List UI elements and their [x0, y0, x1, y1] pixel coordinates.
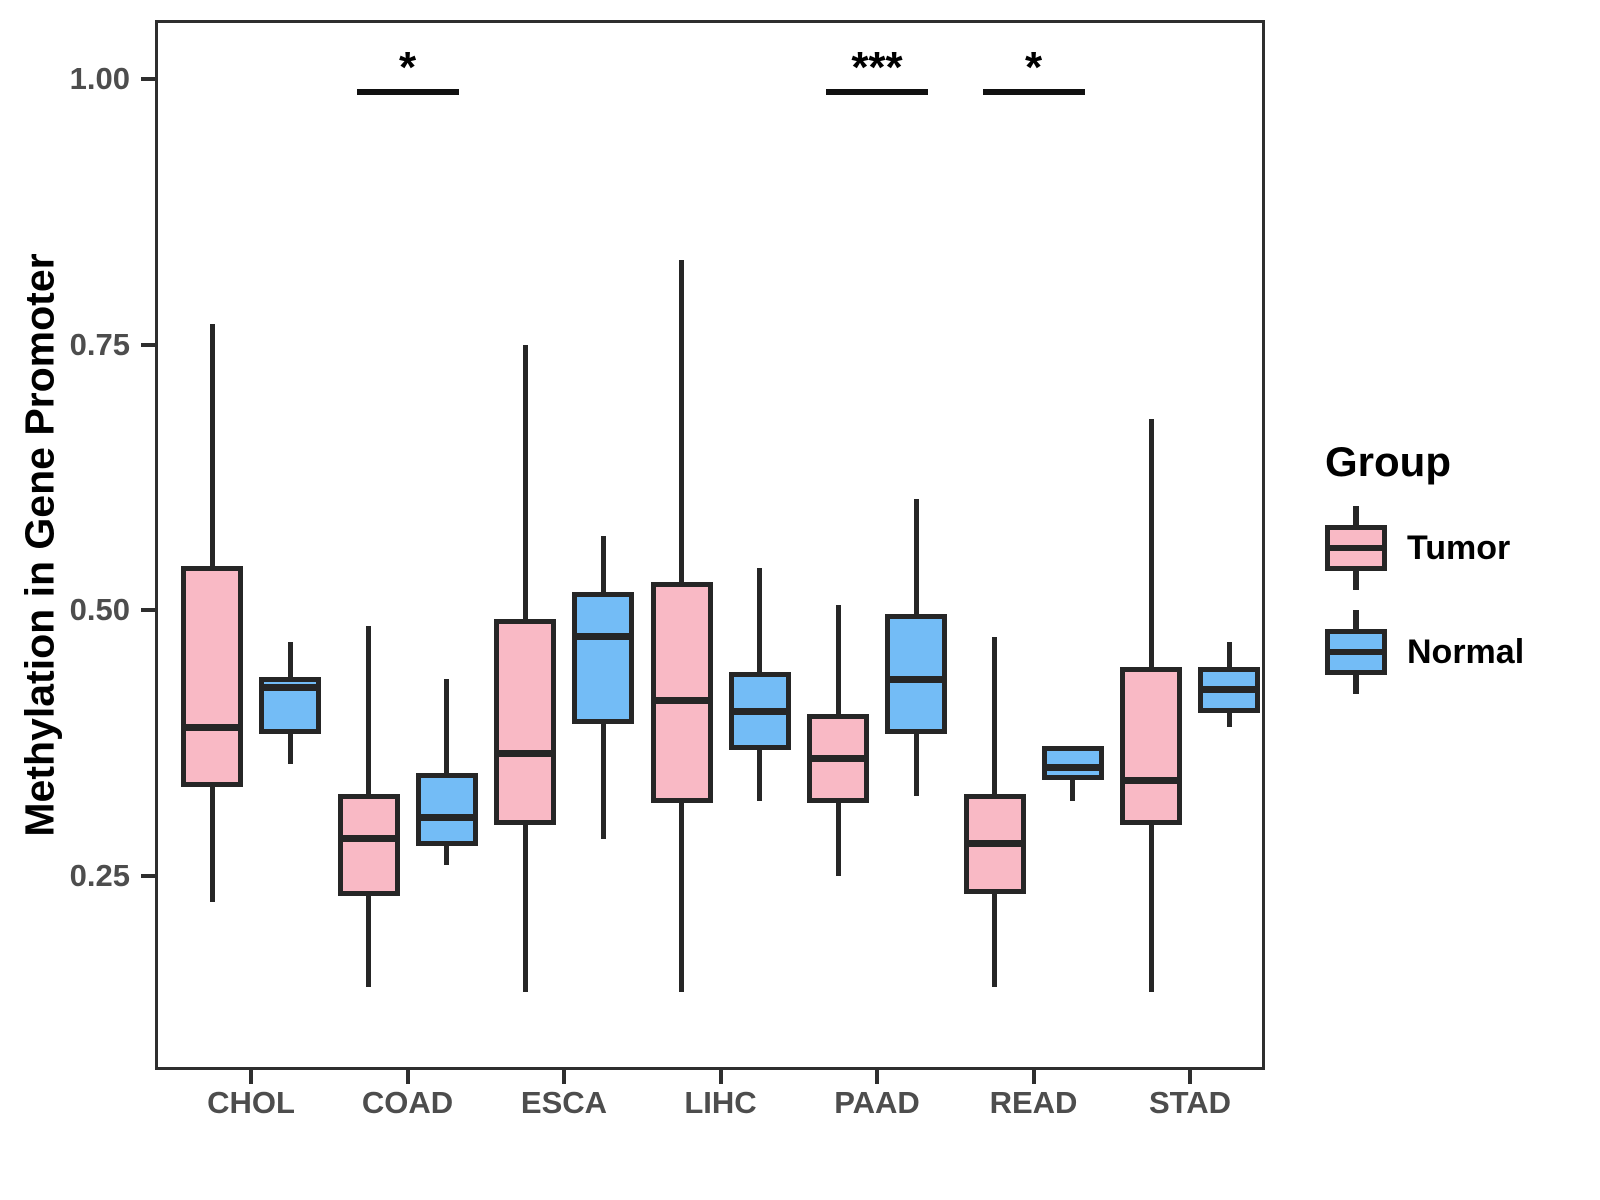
median-Tumor-COAD — [337, 835, 400, 843]
x-tick-mark-LIHC — [718, 1070, 723, 1084]
legend-glyph-box — [1325, 629, 1387, 675]
median-Normal-PAAD — [885, 675, 947, 683]
significance-label-READ: * — [1024, 43, 1043, 92]
y-tick-label-1.00: 1.00 — [69, 61, 130, 97]
x-tick-label-STAD: STAD — [1148, 1085, 1232, 1120]
legend-label-normal: Normal — [1407, 632, 1525, 671]
median-Tumor-STAD — [1120, 776, 1182, 784]
x-tick-label-PAAD: PAAD — [834, 1085, 920, 1120]
legend-glyph-median — [1330, 545, 1382, 551]
median-Tumor-READ — [963, 840, 1026, 848]
x-tick-label-ESCA: ESCA — [520, 1085, 608, 1120]
y-tick-label-0.25: 0.25 — [69, 857, 130, 893]
y-tick-mark-0.25 — [141, 873, 155, 878]
box-Tumor-ESCA — [494, 618, 556, 825]
y-tick-label-0.75: 0.75 — [69, 326, 130, 362]
significance-label-COAD: * — [398, 43, 417, 92]
significance-bar-COAD — [356, 89, 459, 95]
significance-bar-PAAD — [826, 89, 928, 95]
y-tick-mark-0.50 — [141, 608, 155, 613]
x-tick-label-LIHC: LIHC — [684, 1085, 757, 1120]
median-Tumor-LIHC — [650, 697, 713, 705]
box-Normal-READ — [1041, 746, 1104, 781]
median-Normal-STAD — [1198, 686, 1260, 694]
median-Tumor-CHOL — [181, 723, 243, 731]
legend-title: Group — [1325, 438, 1451, 485]
box-Normal-COAD — [415, 772, 478, 846]
legend-entry-normal: Normal — [1325, 610, 1524, 694]
box-Normal-PAAD — [885, 613, 947, 735]
x-tick-mark-COAD — [405, 1070, 410, 1084]
significance-label-PAAD: *** — [851, 43, 903, 92]
whisker-Normal-COAD — [444, 679, 449, 866]
x-tick-mark-ESCA — [562, 1070, 566, 1084]
median-Normal-ESCA — [572, 633, 634, 641]
median-Normal-CHOL — [259, 684, 321, 692]
x-tick-mark-PAAD — [875, 1070, 879, 1084]
significance-bar-READ — [982, 89, 1085, 95]
legend-glyph-normal-boxplot-icon — [1325, 610, 1387, 694]
median-Normal-COAD — [415, 813, 478, 821]
median-Tumor-ESCA — [494, 750, 556, 758]
box-Normal-ESCA — [572, 592, 634, 724]
legend-entry-tumor: Tumor — [1325, 506, 1524, 590]
legend: Group Tumor Normal — [1325, 438, 1524, 694]
legend-label-tumor: Tumor — [1407, 528, 1511, 567]
x-tick-mark-STAD — [1188, 1070, 1192, 1084]
x-tick-label-COAD: COAD — [361, 1085, 454, 1120]
y-tick-mark-1.00 — [141, 77, 155, 82]
median-Tumor-PAAD — [807, 755, 869, 763]
median-Normal-LIHC — [728, 707, 791, 715]
median-Normal-READ — [1041, 763, 1104, 771]
x-tick-label-READ: READ — [989, 1085, 1078, 1120]
plot-panel — [155, 20, 1265, 1070]
legend-glyph-box — [1325, 525, 1387, 571]
x-tick-mark-CHOL — [249, 1070, 253, 1084]
x-tick-label-CHOL: CHOL — [207, 1085, 295, 1120]
box-Tumor-CHOL — [181, 565, 243, 788]
y-tick-label-0.50: 0.50 — [69, 592, 130, 628]
x-tick-mark-READ — [1031, 1070, 1036, 1084]
legend-glyph-median — [1330, 649, 1382, 655]
box-Tumor-LIHC — [650, 581, 713, 804]
box-Tumor-COAD — [337, 794, 400, 896]
box-Tumor-STAD — [1120, 666, 1182, 825]
y-tick-mark-0.75 — [141, 342, 155, 347]
legend-glyph-tumor-boxplot-icon — [1325, 506, 1387, 590]
